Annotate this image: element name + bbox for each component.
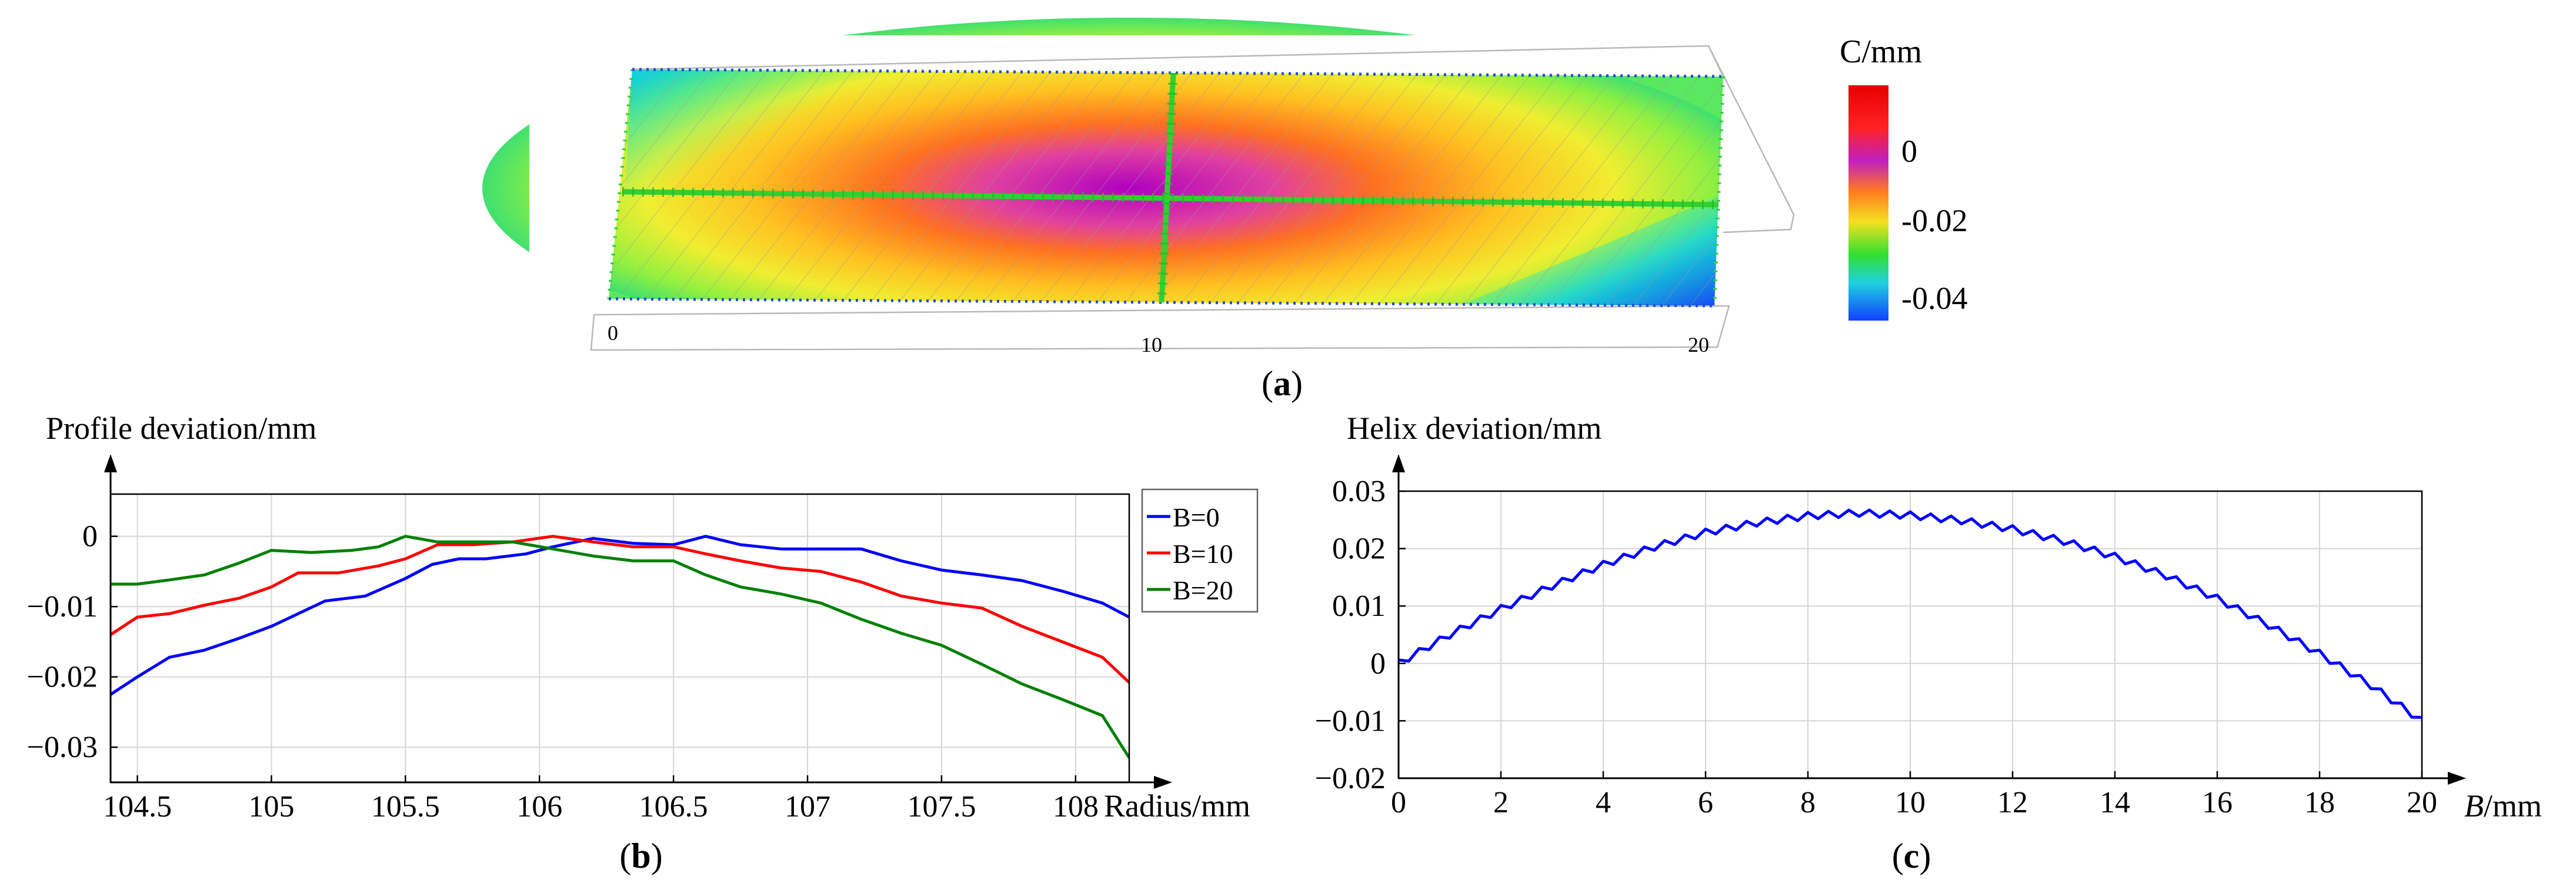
x-label-b: Radius/mm	[1104, 788, 1250, 824]
legend-b: B=0 B=10 B=20	[1141, 488, 1259, 613]
colorbar-tick-neg004: -0.04	[1901, 281, 1967, 316]
x-tick-label-b: 104.5	[103, 790, 172, 824]
surface-border	[607, 68, 1725, 308]
axis-tick-10: 10	[1141, 333, 1162, 356]
y-tick-label-b: −0.01	[27, 590, 98, 624]
y-tick-label-b: −0.03	[27, 731, 98, 764]
x-tick-label-c: 6	[1698, 786, 1713, 819]
x-tick-label-b: 105.5	[371, 790, 440, 824]
ticks-c: 0 2 4 6 8 10 12 14 16 18 20 −0.02 −0.01 0 0.01 0.02 0.03	[1315, 475, 2437, 819]
y-tick-label-c: 0.03	[1332, 475, 1386, 508]
grid-c	[1398, 491, 2422, 779]
plot-frame-b	[109, 493, 1130, 784]
grid-b	[111, 494, 1129, 782]
panel-label-c: (c)	[1892, 836, 1931, 875]
y-tick-label-c: 0	[1370, 647, 1386, 681]
x-tick-label-b: 106	[516, 790, 562, 824]
y-tick-label-c: 0.01	[1332, 589, 1386, 623]
y-tick-label-c: −0.02	[1315, 762, 1386, 795]
y-tick-label-b: −0.02	[27, 661, 98, 694]
y-axis-arrow-c	[1392, 454, 1405, 472]
x-axis-arrow-c	[2448, 772, 2466, 785]
series-line-b20	[111, 535, 1129, 759]
x-tick-label-b: 108	[1053, 790, 1099, 824]
x-axis-arrow-b	[1154, 776, 1172, 789]
y-tick-label-b: 0	[82, 520, 98, 554]
chart-profile-deviation: 104.5 105 105.5 106 106.5 107 107.5 108 0 −0.01 −0…	[27, 411, 1259, 824]
measurement-lines	[622, 72, 1719, 303]
x-tick-label-c: 0	[1391, 786, 1406, 819]
y-tick-label-c: −0.01	[1315, 704, 1386, 738]
series-c	[1399, 508, 2422, 719]
legend-label-b20: B=20	[1173, 575, 1233, 605]
x-tick-label-c: 10	[1895, 786, 1926, 819]
x-label-c: B/mm	[2464, 788, 2542, 824]
x-tick-label-b: 107	[785, 790, 830, 824]
panel-label-b: (b)	[619, 836, 662, 875]
ticks-b: 104.5 105 105.5 106 106.5 107 107.5 108 0 −0.01 −0…	[27, 520, 1099, 824]
x-tick-label-b: 105	[248, 790, 294, 824]
colorbar-title: C/mm	[1840, 34, 1922, 70]
x-tick-label-c: 12	[1997, 786, 2028, 819]
x-tick-label-c: 18	[2304, 786, 2335, 819]
colorbar: C/mm 0 -0.02 -0.04	[1840, 34, 1967, 321]
colorbar-tick-neg002: -0.02	[1901, 203, 1967, 238]
x-tick-label-c: 16	[2202, 786, 2233, 819]
y-tick-label-c: 0.02	[1332, 532, 1386, 566]
legend-label-b0: B=0	[1173, 502, 1220, 532]
series-line-b0	[111, 535, 1129, 696]
y-axis-arrow-b	[104, 454, 117, 472]
axis-tick-20: 20	[1688, 333, 1709, 356]
y-label-b: Profile deviation/mm	[46, 411, 316, 446]
x-tick-label-b: 107.5	[907, 790, 976, 824]
x-tick-label-c: 8	[1800, 786, 1816, 819]
x-tick-label-c: 2	[1493, 786, 1509, 819]
series-b	[111, 535, 1129, 759]
series-line-b10	[111, 535, 1129, 684]
legend-label-b10: B=10	[1173, 539, 1233, 569]
colorbar-tick-0: 0	[1901, 134, 1917, 169]
axis-tick-0: 0	[608, 321, 618, 345]
x-tick-label-c: 4	[1596, 786, 1611, 819]
y-label-c: Helix deviation/mm	[1347, 411, 1601, 446]
x-tick-label-c: 20	[2407, 786, 2437, 819]
series-line-helix	[1399, 508, 2422, 719]
panel-a: 0 10 20 C/mm 0 -0.02 -0.04	[482, 18, 1967, 365]
x-tick-label-b: 106.5	[639, 790, 708, 824]
x-tick-label-c: 14	[2100, 786, 2130, 819]
chart-helix-deviation: 0 2 4 6 8 10 12 14 16 18 20 −0.02 −0.01 0 0.01 0.02 0.03…	[1315, 411, 2542, 824]
panel-label-a: (a)	[1262, 364, 1303, 403]
